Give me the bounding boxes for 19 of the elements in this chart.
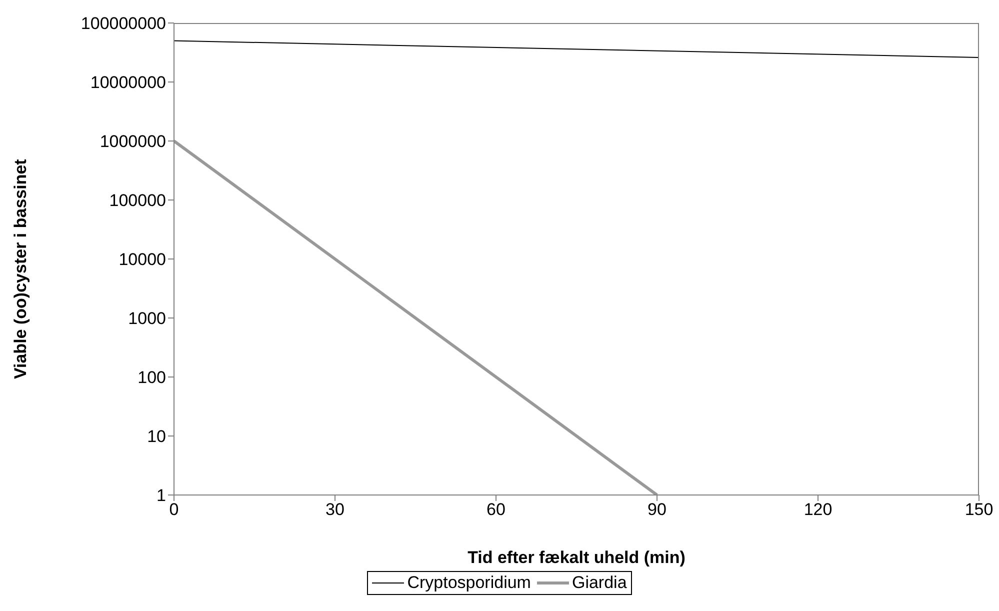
y-tick-label: 100000 [109,191,166,210]
x-axis-title: Tid efter fækalt uheld (min) [468,548,686,567]
y-tick-label: 1 [156,486,166,506]
x-tick-label: 150 [964,500,994,520]
y-tick-label: 1000000 [100,132,166,152]
x-tick-label: 30 [326,500,344,520]
y-tick-label: 10000000 [90,73,166,92]
legend-label: Cryptosporidium [407,573,531,593]
y-axis-title: Viable (oo)cyster i bassinet [11,158,30,379]
x-tick-label: 60 [486,500,506,520]
y-tick-label: 100000000 [80,14,166,34]
x-tick-label: 120 [804,500,832,520]
y-tick-label: 1000 [128,309,166,328]
y-tick-label: 10 [147,427,166,446]
legend-label: Giardia [572,573,627,593]
y-tick-label: 100 [138,368,166,388]
x-tick-label: 0 [169,500,179,520]
y-tick-label: 10000 [118,250,166,270]
x-tick-label: 90 [648,500,666,520]
